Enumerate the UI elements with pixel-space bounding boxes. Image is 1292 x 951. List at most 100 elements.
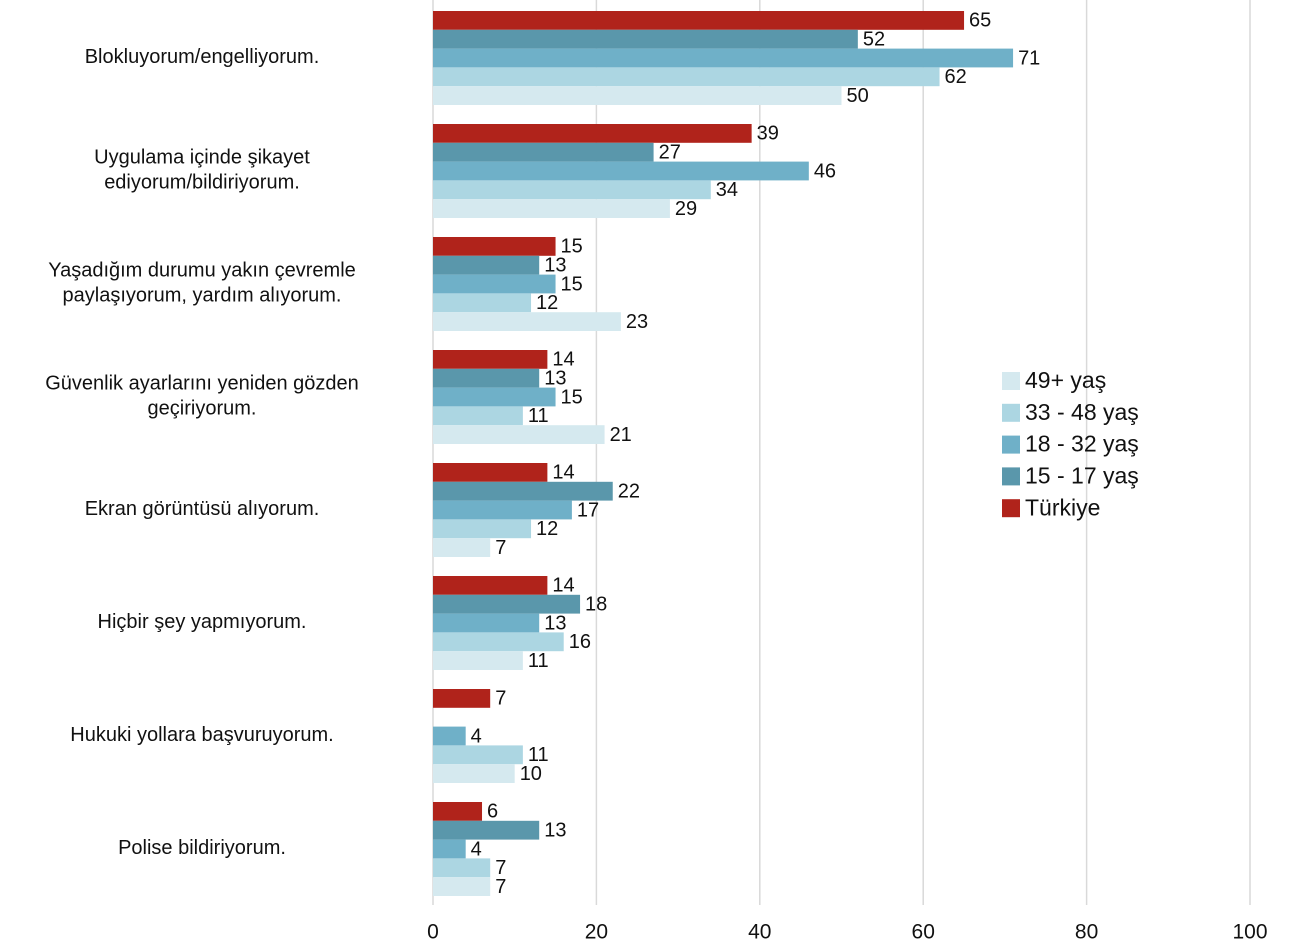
bar (433, 142, 654, 162)
legend-label: 49+ yaş (1025, 367, 1106, 393)
value-label: 13 (544, 254, 566, 276)
value-label: 15 (561, 273, 583, 295)
legend-label: Türkiye (1025, 494, 1100, 520)
category-label: Polise bildiriyorum. (118, 837, 286, 859)
value-label: 34 (716, 179, 738, 201)
category-label: Güvenlik ayarlarını yeniden gözden geçiri… (45, 373, 359, 420)
category-label: Hiçbir şey yapmıyorum. (98, 611, 307, 633)
value-label: 27 (659, 141, 681, 163)
bar (433, 237, 556, 256)
value-label: 50 (847, 85, 869, 107)
legend-swatch (1002, 435, 1020, 454)
bar (433, 124, 752, 143)
value-label: 21 (610, 424, 632, 446)
bar (433, 180, 711, 200)
bar (433, 11, 965, 30)
value-label: 13 (544, 612, 566, 634)
value-label: 39 (757, 123, 779, 145)
value-label: 65 (969, 10, 991, 32)
category-label: Hukuki yollara başvuruyorum. (70, 724, 333, 746)
value-label: 12 (536, 292, 558, 314)
value-label: 13 (544, 367, 566, 389)
value-label: 14 (552, 462, 574, 484)
bar (433, 519, 532, 539)
bar (433, 29, 858, 49)
category-label: Ekran görüntüsü alıyorum. (85, 498, 320, 520)
x-tick-label: 100 (1232, 921, 1267, 944)
value-label: 52 (863, 28, 885, 50)
value-label: 17 (577, 499, 599, 521)
bar (433, 726, 466, 746)
legend-label: 18 - 32 yaş (1025, 431, 1139, 457)
legend-swatch (1002, 499, 1020, 518)
value-label: 7 (495, 876, 506, 898)
legend-label: 33 - 48 yaş (1025, 399, 1139, 425)
value-label: 4 (471, 725, 482, 747)
bar (433, 500, 572, 520)
value-label: 11 (528, 650, 549, 672)
x-tick-label: 0 (427, 921, 439, 944)
value-label: 16 (569, 631, 591, 653)
bar (433, 632, 564, 652)
bar (433, 613, 540, 633)
bar (433, 274, 556, 294)
bar (433, 255, 540, 275)
bar (433, 293, 532, 313)
category-label: Uygulama içinde şikayet ediyorum/bildiriy… (94, 147, 310, 194)
value-label: 14 (552, 575, 574, 597)
bar (433, 86, 842, 105)
bar (433, 538, 491, 557)
x-tick-label: 80 (1075, 921, 1098, 944)
value-label: 15 (561, 236, 583, 258)
value-label: 18 (585, 593, 607, 615)
bar (433, 594, 581, 614)
bar (433, 67, 940, 87)
legend-swatch (1002, 467, 1020, 486)
legend-swatch (1002, 372, 1020, 390)
value-label: 62 (945, 66, 967, 88)
bar (433, 689, 491, 708)
value-label: 15 (561, 386, 583, 408)
bar (433, 820, 540, 840)
value-label: 10 (520, 763, 542, 785)
bar (433, 425, 605, 444)
value-label: 7 (495, 688, 506, 710)
x-tick-label: 60 (912, 921, 935, 944)
value-label: 29 (675, 198, 697, 220)
legend-label: 15 - 17 yaş (1025, 462, 1139, 488)
value-label: 46 (814, 160, 836, 182)
bar (433, 877, 491, 896)
bar (433, 406, 523, 426)
value-label: 7 (495, 537, 506, 559)
value-label: 11 (528, 744, 549, 766)
bar (433, 463, 548, 482)
bar (433, 350, 548, 369)
value-label: 22 (618, 480, 640, 502)
bar (433, 368, 540, 388)
bar (433, 576, 548, 595)
bar (433, 858, 491, 878)
bar (433, 387, 556, 407)
legend-swatch (1002, 403, 1020, 422)
bar (433, 839, 466, 859)
value-label: 7 (495, 857, 506, 879)
value-label: 12 (536, 518, 558, 540)
value-label: 71 (1018, 47, 1040, 69)
category-label: Yaşadığım durumu yakın çevremle paylaşıyo… (48, 260, 356, 307)
value-label: 6 (487, 801, 498, 823)
value-label: 11 (528, 405, 549, 427)
bar (433, 651, 523, 670)
bar (433, 48, 1014, 68)
bar (433, 199, 670, 218)
x-tick-label: 40 (748, 921, 771, 944)
bar (433, 312, 621, 331)
bar (433, 764, 515, 783)
value-label: 13 (544, 819, 566, 841)
bar (433, 481, 613, 501)
value-label: 4 (471, 838, 482, 860)
x-tick-label: 20 (585, 921, 608, 944)
bar (433, 161, 809, 181)
value-label: 23 (626, 311, 648, 333)
category-label: Blokluyorum/engelliyorum. (85, 46, 320, 68)
